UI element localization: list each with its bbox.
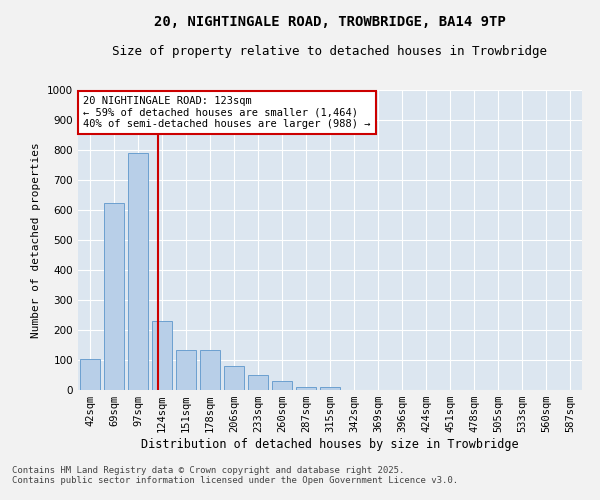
Bar xyxy=(296,387,316,390)
Y-axis label: Number of detached properties: Number of detached properties xyxy=(31,142,41,338)
X-axis label: Distribution of detached houses by size in Trowbridge: Distribution of detached houses by size … xyxy=(141,438,519,451)
Bar xyxy=(152,321,172,390)
Bar xyxy=(176,350,196,390)
Bar xyxy=(128,153,148,390)
Text: Contains HM Land Registry data © Crown copyright and database right 2025.
Contai: Contains HM Land Registry data © Crown c… xyxy=(12,466,458,485)
Bar xyxy=(104,202,124,390)
Text: 20 NIGHTINGALE ROAD: 123sqm
← 59% of detached houses are smaller (1,464)
40% of : 20 NIGHTINGALE ROAD: 123sqm ← 59% of det… xyxy=(83,96,371,129)
Text: Size of property relative to detached houses in Trowbridge: Size of property relative to detached ho… xyxy=(113,45,548,58)
Bar xyxy=(224,366,244,390)
Text: 20, NIGHTINGALE ROAD, TROWBRIDGE, BA14 9TP: 20, NIGHTINGALE ROAD, TROWBRIDGE, BA14 9… xyxy=(154,15,506,29)
Bar xyxy=(200,350,220,390)
Bar xyxy=(320,387,340,390)
Bar xyxy=(80,358,100,390)
Bar xyxy=(272,381,292,390)
Bar xyxy=(248,375,268,390)
